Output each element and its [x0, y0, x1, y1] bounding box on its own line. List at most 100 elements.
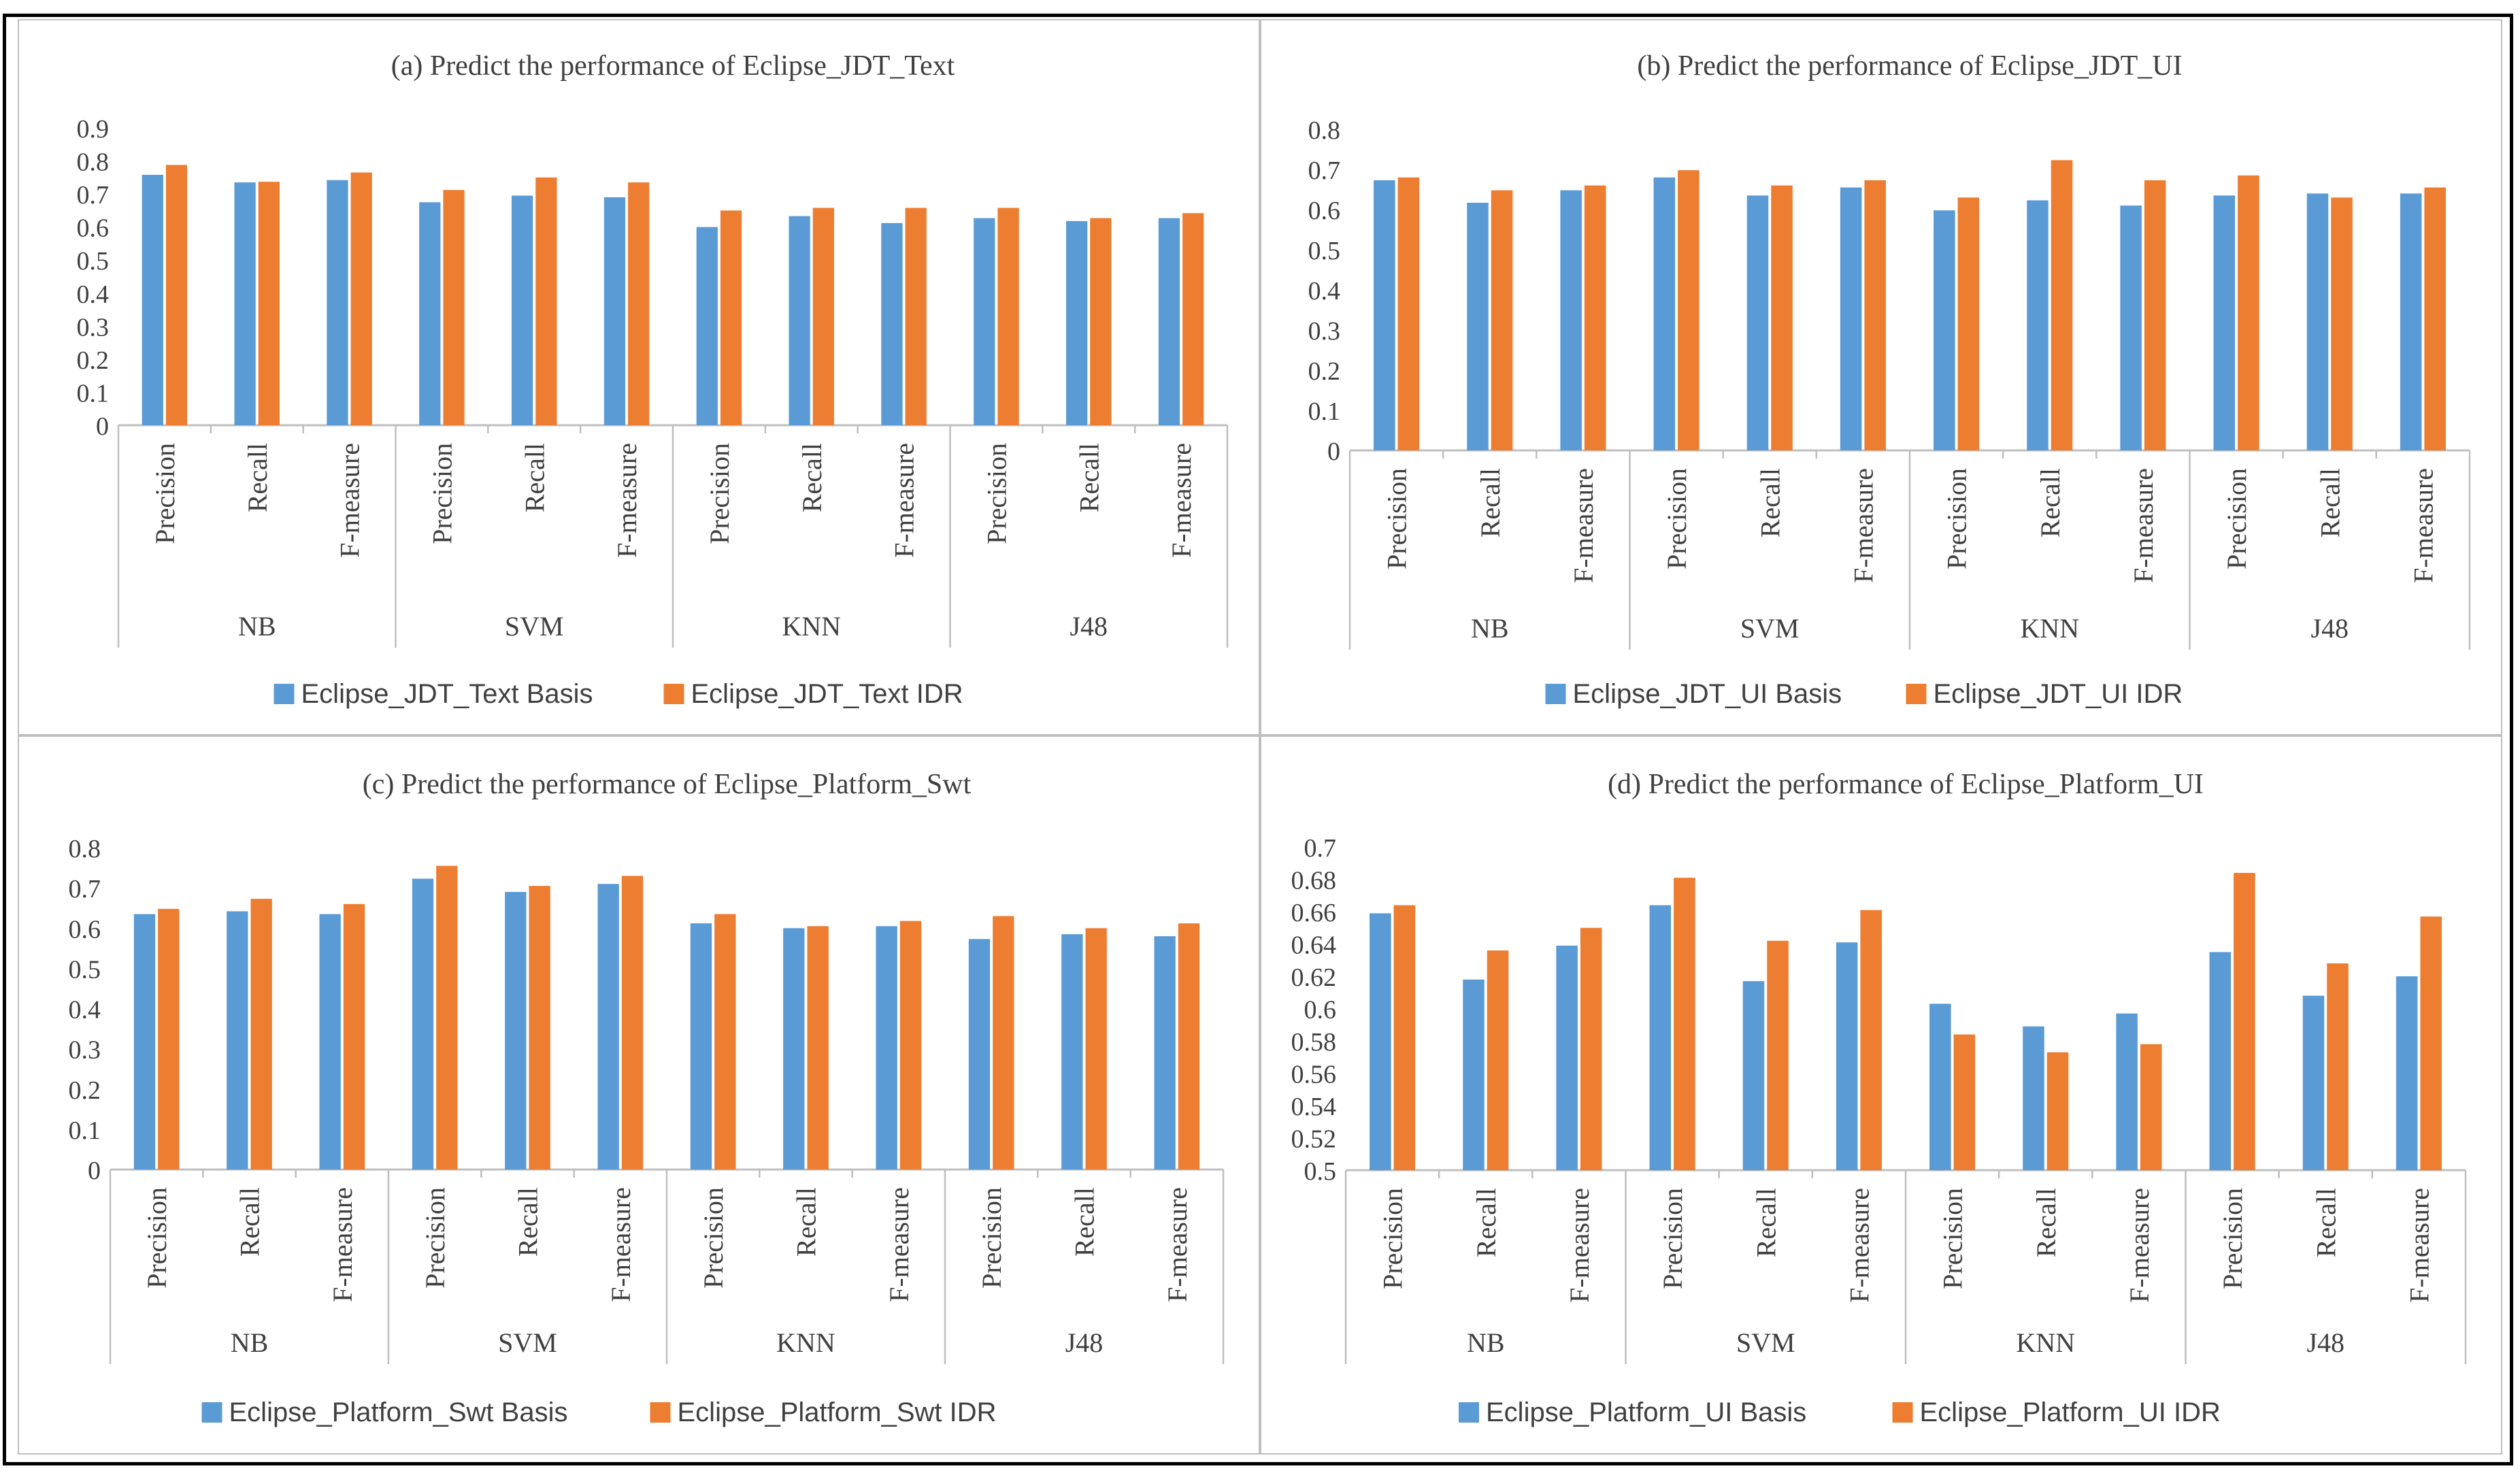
group-label: J48: [1065, 1327, 1104, 1358]
x-tick-label: F-measure: [327, 1187, 358, 1302]
x-tick-label: F-measure: [335, 443, 365, 558]
figure-frame: [3, 14, 2513, 1465]
bar-idr: [2144, 180, 2166, 450]
chart-panel-b: (b) Predict the performance of Eclipse_J…: [1260, 19, 2502, 735]
bar-basis: [2027, 200, 2049, 450]
bar-basis: [227, 911, 248, 1170]
y-tick-label: 0.4: [1308, 277, 1341, 305]
y-tick-label: 0.4: [69, 996, 101, 1025]
bar-basis: [1649, 905, 1672, 1170]
y-tick-label: 0.6: [77, 214, 110, 243]
y-tick-label: 0: [1327, 437, 1340, 466]
x-tick-label: Precision: [704, 443, 735, 544]
x-tick-label: Recall: [513, 1187, 544, 1257]
x-tick-label: Recall: [1070, 1187, 1100, 1257]
bar-basis: [2213, 195, 2236, 450]
bar-basis: [142, 174, 163, 425]
y-tick-label: 0.6: [1304, 996, 1337, 1025]
y-tick-label: 0.56: [1291, 1061, 1337, 1089]
legend-swatch-idr: [1906, 684, 1927, 704]
x-tick-label: Recall: [235, 1187, 265, 1257]
y-tick-label: 0.4: [77, 280, 110, 309]
y-tick-label: 0.9: [77, 115, 110, 144]
bar-basis: [319, 914, 341, 1170]
x-tick-label: Precision: [976, 1187, 1007, 1289]
bar-basis: [783, 928, 805, 1170]
bar-idr: [997, 208, 1019, 425]
y-tick-label: 0.8: [77, 148, 110, 177]
x-tick-label: Precision: [2221, 468, 2252, 569]
group-label: J48: [2306, 1327, 2344, 1358]
group-label: KNN: [776, 1327, 835, 1358]
legend-label-idr: Eclipse_Platform_UI IDR: [1920, 1397, 2221, 1427]
y-tick-label: 0.5: [1304, 1157, 1337, 1186]
bar-idr: [1487, 950, 1509, 1170]
x-tick-label: F-measure: [2404, 1188, 2434, 1303]
bar-basis: [1934, 210, 1955, 450]
y-tick-label: 0.6: [69, 915, 101, 944]
x-tick-label: F-measure: [2128, 468, 2159, 583]
bar-basis: [1653, 177, 1676, 450]
y-tick-label: 0.5: [1308, 237, 1341, 265]
x-tick-label: F-measure: [2408, 468, 2438, 583]
group-label: SVM: [498, 1327, 557, 1358]
x-tick-label: Precision: [427, 443, 457, 544]
legend-label-idr: Eclipse_JDT_Text IDR: [691, 679, 963, 709]
legend-label-idr: Eclipse_Platform_Swt IDR: [678, 1397, 997, 1427]
chart-panel-c: (c) Predict the performance of Eclipse_P…: [18, 735, 1260, 1455]
y-tick-label: 0.3: [69, 1036, 101, 1065]
legend-swatch-basis: [273, 684, 295, 704]
bar-basis: [1061, 934, 1083, 1170]
bar-idr: [436, 865, 458, 1170]
y-tick-label: 0.5: [69, 955, 101, 984]
bar-idr: [1584, 185, 1606, 450]
x-tick-label: Precision: [698, 1187, 729, 1289]
bar-idr: [2051, 160, 2073, 450]
bar-idr: [2424, 187, 2446, 450]
bar-basis: [968, 939, 991, 1170]
bar-basis: [2023, 1026, 2044, 1170]
bar-basis: [1746, 195, 1769, 450]
y-tick-label: 0.1: [1308, 397, 1341, 426]
legend-swatch-basis: [1459, 1402, 1479, 1423]
chart-c: (c) Predict the performance of Eclipse_P…: [69, 769, 1225, 1427]
bar-basis: [2395, 976, 2418, 1170]
bar-idr: [258, 182, 280, 425]
y-tick-label: 0.2: [77, 346, 110, 375]
x-tick-label: Recall: [2310, 1188, 2341, 1257]
bar-idr: [1957, 197, 1980, 450]
group-label: NB: [231, 1327, 269, 1358]
x-tick-label: Precision: [2217, 1188, 2248, 1289]
bar-basis: [876, 926, 897, 1170]
bar-idr: [529, 886, 550, 1170]
chart-title: (a) Predict the performance of Eclipse_J…: [391, 50, 955, 82]
legend-swatch-idr: [663, 684, 684, 704]
bar-basis: [505, 892, 527, 1170]
x-tick-label: F-measure: [606, 1187, 636, 1302]
bar-idr: [905, 208, 927, 425]
y-tick-label: 0: [88, 1157, 101, 1185]
bar-basis: [1374, 180, 1395, 450]
bar-idr: [350, 172, 372, 426]
bar-idr: [1953, 1034, 1976, 1170]
x-tick-label: F-measure: [1166, 443, 1197, 558]
legend-label-basis: Eclipse_Platform_UI Basis: [1486, 1397, 1806, 1427]
x-tick-label: F-measure: [1844, 1188, 1874, 1303]
x-tick-label: Recall: [797, 443, 827, 512]
x-tick-label: F-measure: [1564, 1188, 1595, 1303]
y-tick-label: 0.1: [77, 379, 110, 408]
legend-label-basis: Eclipse_Platform_Swt Basis: [229, 1397, 568, 1427]
chart-panel-a: (a) Predict the performance of Eclipse_J…: [18, 19, 1260, 735]
bar-basis: [1840, 187, 1862, 450]
bar-basis: [1370, 913, 1391, 1170]
bar-idr: [2331, 197, 2353, 450]
x-tick-label: Recall: [1475, 468, 1506, 537]
x-tick-label: Recall: [791, 1187, 822, 1257]
bar-basis: [690, 923, 712, 1170]
bar-basis: [2120, 205, 2142, 450]
bar-basis: [696, 227, 718, 425]
bar-idr: [1771, 185, 1793, 450]
bar-idr: [165, 165, 188, 426]
x-tick-label: Precision: [1942, 468, 1972, 569]
x-tick-label: Recall: [1471, 1188, 1502, 1257]
